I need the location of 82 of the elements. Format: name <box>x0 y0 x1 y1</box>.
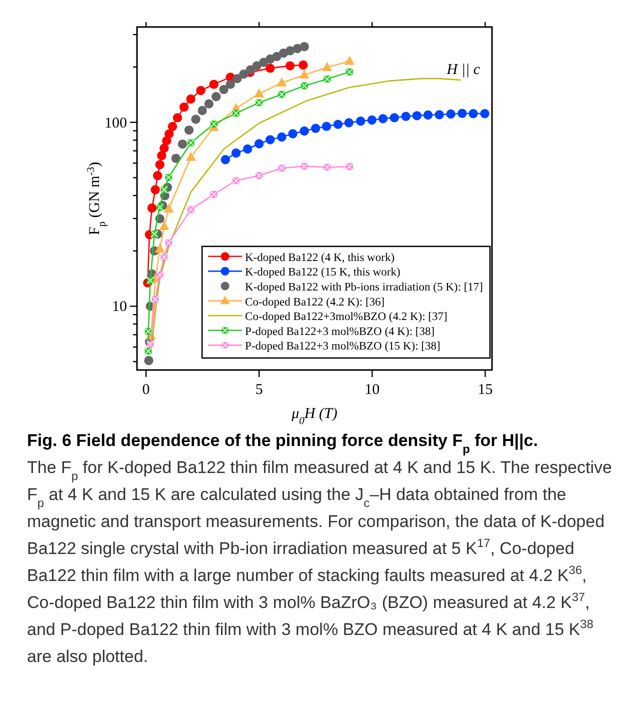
point <box>144 356 154 366</box>
point <box>232 74 242 84</box>
point <box>252 61 262 70</box>
point <box>220 155 230 164</box>
point <box>468 109 478 118</box>
point <box>172 113 182 122</box>
point <box>231 148 241 158</box>
point <box>480 109 490 118</box>
point <box>168 122 178 132</box>
legend-label: Co-doped Ba122 (4.2 K): [36] <box>245 296 385 308</box>
legend-label: P-doped Ba122+3 mol%BZO (15 K): [38] <box>245 340 440 353</box>
point <box>285 61 295 70</box>
point <box>266 135 275 144</box>
point <box>300 42 309 52</box>
x-tick-label: 0 <box>142 382 150 398</box>
legend-label: Co-doped Ba122+3mol%BZO (4.2 K): [37] <box>245 311 448 324</box>
point <box>198 106 207 116</box>
point <box>239 69 248 79</box>
point <box>423 110 433 120</box>
point <box>344 56 355 65</box>
point <box>226 80 235 89</box>
point <box>184 125 194 135</box>
legend-label: P-doped Ba122+3 mol%BZO (4 K): [38] <box>245 326 435 338</box>
point <box>219 84 228 94</box>
point <box>196 86 206 96</box>
point <box>160 144 169 153</box>
point <box>285 46 295 56</box>
x-tick-label: 10 <box>364 382 380 398</box>
point <box>288 129 298 138</box>
point <box>266 64 275 73</box>
point <box>254 88 264 98</box>
point <box>322 62 332 72</box>
point <box>179 102 189 112</box>
legend-label: K-doped Ba122 with Pb-ions irradiation (5 K): [17] <box>245 282 484 294</box>
point <box>150 185 160 194</box>
point <box>212 92 221 102</box>
point <box>242 144 252 154</box>
x-tick-label: 5 <box>255 382 263 398</box>
point <box>300 126 309 136</box>
x-axis-title: μ$_{0}$H (T) <box>290 406 338 426</box>
point <box>401 112 410 121</box>
point <box>434 110 444 120</box>
x-tick-label: 15 <box>478 382 493 398</box>
y-tick-label: 100 <box>104 115 127 132</box>
point <box>322 122 332 131</box>
chart-title: Fig. 6 Field dependence of the pinning force density F$_{p}$ for H||c. <box>27 431 538 456</box>
point <box>333 120 343 129</box>
point <box>171 154 180 163</box>
point <box>164 129 174 139</box>
text: The F$_{p}$ for K-doped Ba122 thin film measured at 4 K and 15 K. The respective F$_{p}$ at 4 K and 15 K are calculated using the J$_{c}$–H data obtained from the magnetic and transport measurements. For comparison, the data of K-doped Ba122 single crystal with Pb-ion irradiation measured at 5 K$^{17}$, Co-doped Ba122 thin film with a large number of stacking faults measured at 4.2 K$^{36}$, Co-doped Ba122 thin film with 3 mol% BaZrO₃ (BZO) measured at 4.2 K$^{37}$, and P-doped Ba122 thin film with 3 mol% BZO measured at 4 K and 15 K$^{38}$ are also plotted. <box>27 458 612 666</box>
point <box>157 151 166 160</box>
point <box>276 77 287 87</box>
point <box>178 139 188 149</box>
point <box>378 114 388 124</box>
point <box>390 113 399 122</box>
point <box>458 108 467 118</box>
point <box>446 109 456 119</box>
annotation: H || c <box>446 62 480 78</box>
legend-label: K-doped Ba122 (4 K, this work) <box>245 252 395 264</box>
legend-label: K-doped Ba122 (15 K, this work) <box>245 266 400 279</box>
point <box>155 160 164 170</box>
point <box>344 118 354 128</box>
point <box>412 111 422 120</box>
point <box>147 203 157 213</box>
point <box>159 220 170 230</box>
point <box>356 116 366 126</box>
point <box>367 115 377 125</box>
point <box>254 139 264 148</box>
point <box>186 94 196 104</box>
point <box>298 60 308 70</box>
point <box>204 99 214 108</box>
point <box>311 124 320 133</box>
point <box>277 132 286 142</box>
point <box>191 114 200 124</box>
point <box>246 65 255 74</box>
point <box>154 243 165 253</box>
point <box>209 80 218 89</box>
point <box>272 52 282 62</box>
point <box>152 171 162 180</box>
point <box>164 203 174 213</box>
point <box>186 152 196 161</box>
point <box>299 69 310 79</box>
